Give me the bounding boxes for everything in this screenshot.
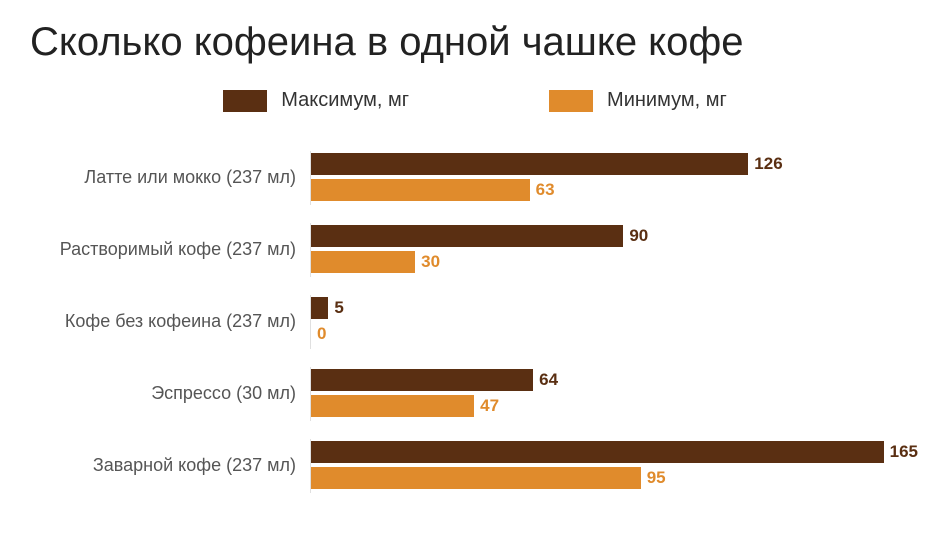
legend-swatch-min [549, 90, 593, 112]
legend-item-min: Минимум, мг [549, 89, 727, 112]
bar-value-min: 0 [317, 324, 326, 344]
category-label: Заварной кофе (237 мл) [30, 455, 310, 477]
bar-value-min: 47 [480, 396, 499, 416]
bar-fill-min [311, 179, 530, 201]
bar-min: 30 [311, 251, 440, 273]
bar-fill-max [311, 297, 328, 319]
caffeine-bar-chart: Сколько кофеина в одной чашке кофе Макси… [0, 0, 950, 556]
bar-fill-max [311, 441, 884, 463]
chart-legend: Максимум, мг Минимум, мг [30, 89, 920, 112]
legend-label-max: Максимум, мг [281, 89, 409, 112]
bar-group: 90 30 [310, 223, 920, 277]
bar-fill-max [311, 153, 748, 175]
category-label: Латте или мокко (237 мл) [30, 167, 310, 189]
legend-label-min: Минимум, мг [607, 89, 727, 112]
bar-min: 47 [311, 395, 499, 417]
bar-group: 126 63 [310, 151, 920, 205]
bar-group: 64 47 [310, 367, 920, 421]
chart-row: Заварной кофе (237 мл) 165 95 [30, 430, 920, 502]
bar-group: 165 95 [310, 439, 920, 493]
bar-value-max: 5 [334, 298, 343, 318]
category-label: Растворимый кофе (237 мл) [30, 239, 310, 261]
category-label: Эспрессо (30 мл) [30, 383, 310, 405]
bar-min: 95 [311, 467, 666, 489]
bar-max: 126 [311, 153, 783, 175]
bar-value-min: 30 [421, 252, 440, 272]
bar-value-max: 126 [754, 154, 782, 174]
bar-max: 90 [311, 225, 648, 247]
bar-max: 5 [311, 297, 344, 319]
bar-value-max: 165 [890, 442, 918, 462]
bar-value-min: 63 [536, 180, 555, 200]
bar-value-max: 90 [629, 226, 648, 246]
bar-max: 165 [311, 441, 918, 463]
chart-title: Сколько кофеина в одной чашке кофе [30, 20, 920, 64]
bar-fill-max [311, 225, 623, 247]
bar-min: 0 [311, 323, 326, 345]
bar-fill-min [311, 251, 415, 273]
chart-row: Эспрессо (30 мл) 64 47 [30, 358, 920, 430]
chart-row: Латте или мокко (237 мл) 126 63 [30, 142, 920, 214]
legend-swatch-max [223, 90, 267, 112]
chart-row: Кофе без кофеина (237 мл)50 [30, 286, 920, 358]
bar-fill-min [311, 395, 474, 417]
bar-fill-min [311, 467, 641, 489]
bar-group: 50 [310, 295, 920, 349]
category-label: Кофе без кофеина (237 мл) [30, 311, 310, 333]
bar-min: 63 [311, 179, 555, 201]
legend-item-max: Максимум, мг [223, 89, 409, 112]
bar-max: 64 [311, 369, 558, 391]
bar-value-max: 64 [539, 370, 558, 390]
chart-row: Растворимый кофе (237 мл) 90 30 [30, 214, 920, 286]
bar-value-min: 95 [647, 468, 666, 488]
chart-rows: Латте или мокко (237 мл) 126 63 Растворимый… [30, 142, 920, 502]
bar-fill-max [311, 369, 533, 391]
